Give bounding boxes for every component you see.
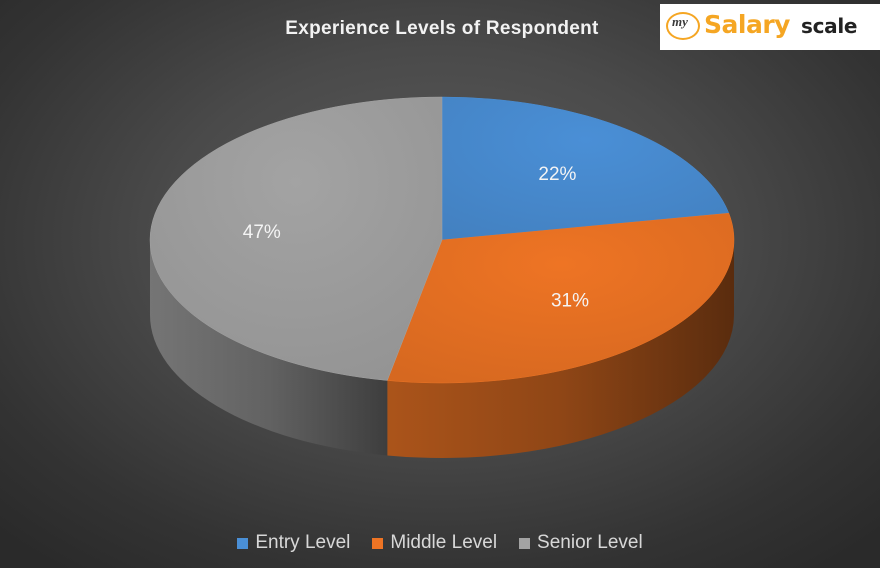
pie-side-walls [149, 240, 734, 458]
logo-word-scale: scale [801, 14, 858, 38]
data-label-middle: 31% [551, 291, 589, 312]
chart-legend: Entry Level Middle Level Senior Level [0, 532, 880, 554]
legend-item-entry: Entry Level [237, 532, 350, 554]
data-label-senior: 47% [243, 222, 281, 243]
pie-slice-middle [386, 212, 735, 384]
legend-swatch-senior [519, 537, 531, 549]
chart-title: Experience Levels of Respondent [285, 18, 599, 39]
legend-swatch-middle [372, 537, 384, 549]
data-label-entry: 22% [538, 164, 576, 185]
logo-badge-icon [666, 12, 700, 40]
legend-item-middle: Middle Level [372, 532, 497, 554]
legend-item-senior: Senior Level [519, 532, 643, 554]
logo-prefix: my [672, 14, 688, 29]
pie-slice-senior [149, 96, 443, 381]
legend-label-entry: Entry Level [255, 532, 351, 553]
pie-top-faces [149, 96, 735, 384]
legend-label-senior: Senior Level [537, 532, 643, 553]
legend-label-middle: Middle Level [390, 532, 498, 553]
pie-side-senior [149, 240, 388, 456]
pie-side-middle [387, 240, 734, 458]
pie-data-labels: 22% 31% 47% [243, 164, 589, 312]
salaryscale-logo: my Salary scale [660, 4, 880, 50]
legend-swatch-entry [237, 537, 249, 549]
pie-slice-entry [441, 96, 730, 241]
logo-word-salary: Salary [704, 10, 790, 39]
